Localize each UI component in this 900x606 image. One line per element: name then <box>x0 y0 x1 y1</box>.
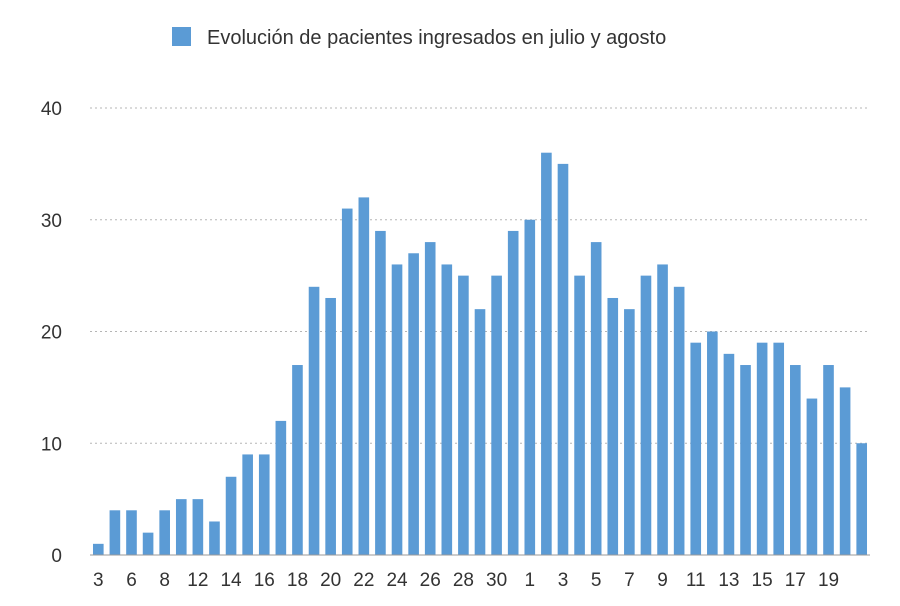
bar <box>823 365 834 555</box>
x-tick-label: 15 <box>752 570 773 591</box>
bar <box>209 521 220 555</box>
y-tick-label: 0 <box>51 546 62 567</box>
x-tick-label: 26 <box>420 570 441 591</box>
x-tick-label: 7 <box>624 570 635 591</box>
x-tick-label: 19 <box>818 570 839 591</box>
x-tick-label: 28 <box>453 570 474 591</box>
x-tick-label: 12 <box>187 570 208 591</box>
legend-label: Evolución de pacientes ingresados en jul… <box>207 27 666 49</box>
bar <box>856 443 868 555</box>
bar <box>790 365 801 555</box>
legend-swatch <box>172 27 191 46</box>
bar <box>839 387 851 556</box>
bar <box>773 342 785 555</box>
bar <box>723 353 735 555</box>
bar <box>159 510 170 555</box>
bar <box>325 297 336 555</box>
bar <box>358 197 370 555</box>
bar <box>474 309 486 555</box>
x-tick-label: 24 <box>386 570 408 591</box>
bars <box>92 152 868 556</box>
x-tick-label: 8 <box>159 570 170 591</box>
x-tick-label: 16 <box>254 570 275 591</box>
x-axis-ticks: 3 6 8 12 14 16 18 20 22 24 26 28 30 1 3 5 7 9 11 13 15 17 19 <box>93 570 839 591</box>
bar <box>126 510 137 555</box>
x-tick-label: 11 <box>686 570 706 591</box>
x-tick-label: 30 <box>486 570 507 591</box>
bar <box>258 454 270 555</box>
legend: Evolución de pacientes ingresados en jul… <box>172 27 666 49</box>
bar <box>441 264 453 555</box>
bar <box>624 309 635 555</box>
bar <box>657 264 668 555</box>
bar <box>109 510 121 555</box>
bar <box>458 275 469 556</box>
bar <box>142 532 154 555</box>
x-tick-label: 17 <box>785 570 806 591</box>
bar <box>524 219 536 555</box>
y-tick-label: 40 <box>41 99 62 120</box>
bar <box>491 275 502 556</box>
bar <box>707 331 718 555</box>
bar <box>225 476 237 555</box>
x-tick-label: 20 <box>320 570 341 591</box>
bar <box>192 499 204 556</box>
bar <box>275 420 287 555</box>
bar <box>408 253 419 555</box>
bar <box>590 242 602 555</box>
bar <box>341 208 353 555</box>
x-tick-label: 13 <box>718 570 739 591</box>
x-tick-label: 18 <box>287 570 308 591</box>
bar <box>574 275 585 556</box>
y-tick-label: 20 <box>41 323 62 344</box>
bar <box>673 286 685 555</box>
bar <box>507 230 519 555</box>
y-tick-label: 10 <box>41 434 62 455</box>
x-tick-label: 3 <box>558 570 569 591</box>
bar <box>690 342 702 555</box>
x-tick-label: 1 <box>525 570 536 591</box>
bar <box>640 275 652 556</box>
bar <box>375 230 386 555</box>
bar <box>175 499 187 556</box>
bar <box>607 297 619 555</box>
bar <box>424 242 436 555</box>
x-tick-label: 3 <box>93 570 104 591</box>
x-tick-label: 6 <box>126 570 137 591</box>
bar <box>756 342 768 555</box>
x-tick-label: 5 <box>591 570 602 591</box>
x-tick-label: 9 <box>657 570 668 591</box>
bar <box>391 264 403 555</box>
bar <box>557 163 569 556</box>
bar <box>242 454 253 555</box>
y-axis-ticks: 0 10 20 30 40 <box>41 99 62 567</box>
x-tick-label: 22 <box>353 570 374 591</box>
bar <box>740 365 751 555</box>
bar <box>92 543 104 555</box>
bar <box>541 152 552 555</box>
bar <box>308 286 320 555</box>
x-tick-label: 14 <box>220 570 242 591</box>
bar <box>292 365 303 555</box>
y-tick-label: 30 <box>41 211 62 232</box>
bar <box>806 398 818 555</box>
